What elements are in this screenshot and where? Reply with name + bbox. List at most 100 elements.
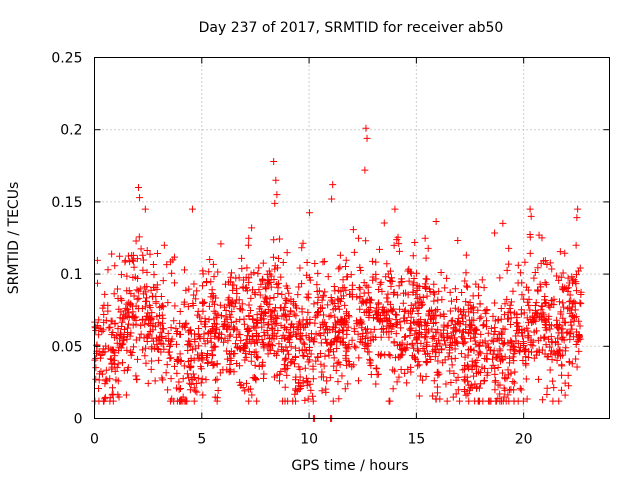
data-point: [177, 358, 185, 366]
data-point: [497, 304, 505, 312]
data-point: [404, 291, 412, 299]
data-point: [225, 302, 233, 310]
data-point: [530, 354, 538, 362]
data-point: [378, 287, 386, 295]
data-point: [443, 274, 451, 282]
data-point: [341, 301, 349, 309]
data-point: [558, 362, 566, 370]
data-point: [233, 285, 241, 293]
data-point: [335, 305, 343, 313]
data-point: [532, 299, 540, 307]
data-point: [326, 374, 334, 382]
data-point: [127, 351, 135, 359]
data-point: [439, 359, 447, 367]
data-point: [561, 347, 569, 355]
data-point: [133, 295, 141, 303]
data-point: [451, 345, 459, 353]
data-point: [355, 283, 363, 291]
data-point: [491, 324, 499, 332]
data-point: [396, 305, 404, 313]
data-point: [185, 363, 193, 371]
data-point: [407, 363, 415, 371]
data-point: [292, 373, 300, 381]
data-point: [95, 376, 103, 384]
data-point: [210, 361, 218, 369]
data-point: [285, 289, 293, 297]
data-point: [525, 295, 533, 303]
data-point: [110, 290, 118, 298]
data-point: [509, 287, 517, 295]
data-point: [572, 355, 580, 363]
data-point: [159, 277, 167, 285]
data-point: [360, 298, 368, 306]
data-point: [468, 357, 476, 365]
data-point: [309, 365, 317, 373]
data-point: [499, 340, 507, 348]
data-point: [521, 258, 529, 266]
data-point: [273, 319, 281, 327]
data-point: [278, 290, 286, 298]
data-point: [412, 336, 420, 344]
data-point: [500, 384, 508, 392]
data-point: [213, 325, 221, 333]
data-point: [115, 335, 123, 343]
data-point: [553, 356, 561, 364]
data-point: [192, 344, 200, 352]
data-point: [158, 374, 166, 382]
data-point: [355, 234, 363, 242]
data-point: [441, 284, 449, 292]
data-point: [210, 315, 218, 323]
data-point: [197, 318, 205, 326]
data-point: [256, 291, 264, 299]
data-point: [571, 299, 579, 307]
data-point: [329, 397, 337, 405]
data-point: [538, 234, 546, 242]
data-point: [463, 282, 471, 290]
data-point: [337, 315, 345, 323]
data-point: [522, 359, 530, 367]
data-point: [212, 324, 220, 332]
data-point: [283, 371, 291, 379]
data-point: [473, 326, 481, 334]
data-point: [325, 313, 333, 321]
data-point: [567, 297, 575, 305]
data-point: [559, 286, 567, 294]
data-point: [106, 355, 114, 363]
data-point: [459, 328, 467, 336]
data-point: [548, 321, 556, 329]
data-point: [257, 280, 265, 288]
data-point: [264, 341, 272, 349]
data-point: [253, 317, 261, 325]
data-point: [209, 343, 217, 351]
data-point: [198, 282, 206, 290]
data-point: [311, 319, 319, 327]
data-point: [572, 241, 580, 249]
data-point: [223, 347, 231, 355]
data-point: [506, 359, 514, 367]
data-point: [316, 349, 324, 357]
data-point: [373, 311, 381, 319]
data-point: [432, 218, 440, 226]
data-point: [168, 269, 176, 277]
data-point: [356, 263, 364, 271]
data-point: [541, 333, 549, 341]
data-point: [384, 290, 392, 298]
data-point: [281, 324, 289, 332]
data-point: [561, 284, 569, 292]
data-point: [447, 297, 455, 305]
data-point: [323, 377, 331, 385]
data-point: [379, 309, 387, 317]
data-point: [395, 373, 403, 381]
data-point: [576, 322, 584, 330]
data-point: [472, 280, 480, 288]
data-point: [170, 317, 178, 325]
data-point: [314, 353, 322, 361]
data-point: [276, 235, 284, 243]
data-point: [460, 340, 468, 348]
data-point: [496, 381, 504, 389]
data-point: [548, 300, 556, 308]
data-point: [413, 319, 421, 327]
data-point: [492, 354, 500, 362]
data-point: [415, 329, 423, 337]
data-point: [316, 304, 324, 312]
